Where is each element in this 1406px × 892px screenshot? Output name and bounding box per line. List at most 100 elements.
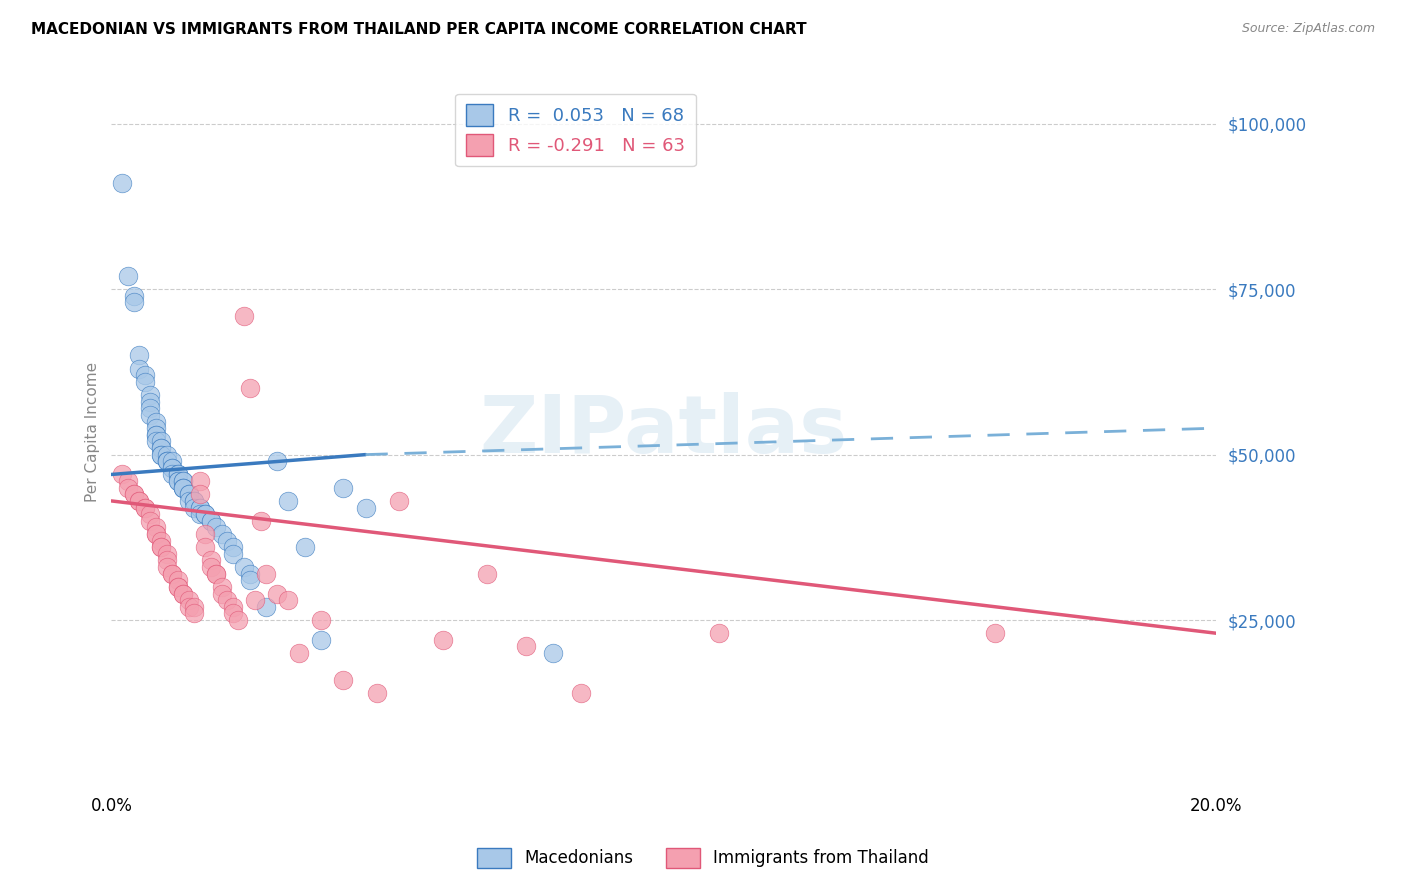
Point — [150, 533, 173, 548]
Point — [156, 454, 179, 468]
Point — [134, 500, 156, 515]
Point — [117, 268, 139, 283]
Point — [156, 448, 179, 462]
Point — [160, 467, 183, 482]
Point — [222, 547, 245, 561]
Point — [311, 632, 333, 647]
Point — [194, 540, 217, 554]
Point — [160, 566, 183, 581]
Point — [194, 507, 217, 521]
Legend: Macedonians, Immigrants from Thailand: Macedonians, Immigrants from Thailand — [471, 841, 935, 875]
Point — [128, 494, 150, 508]
Point — [254, 599, 277, 614]
Point — [172, 586, 194, 600]
Point — [432, 632, 454, 647]
Point — [134, 368, 156, 383]
Point — [160, 566, 183, 581]
Point — [111, 177, 134, 191]
Point — [222, 540, 245, 554]
Y-axis label: Per Capita Income: Per Capita Income — [86, 361, 100, 501]
Point — [122, 487, 145, 501]
Point — [139, 408, 162, 422]
Point — [150, 448, 173, 462]
Point — [228, 613, 250, 627]
Point — [128, 361, 150, 376]
Point — [277, 494, 299, 508]
Point — [188, 507, 211, 521]
Point — [172, 481, 194, 495]
Point — [134, 500, 156, 515]
Point — [183, 607, 205, 621]
Point — [515, 640, 537, 654]
Point — [177, 487, 200, 501]
Point — [145, 427, 167, 442]
Point — [145, 520, 167, 534]
Point — [172, 481, 194, 495]
Point — [160, 454, 183, 468]
Point — [707, 626, 730, 640]
Point — [388, 494, 411, 508]
Point — [122, 295, 145, 310]
Point — [188, 474, 211, 488]
Point — [166, 467, 188, 482]
Point — [134, 375, 156, 389]
Point — [217, 593, 239, 607]
Point — [211, 580, 233, 594]
Point — [200, 514, 222, 528]
Point — [166, 574, 188, 588]
Point — [172, 474, 194, 488]
Point — [238, 381, 260, 395]
Point — [145, 434, 167, 449]
Point — [160, 460, 183, 475]
Point — [205, 566, 228, 581]
Point — [111, 467, 134, 482]
Point — [211, 527, 233, 541]
Point — [156, 547, 179, 561]
Point — [288, 646, 311, 660]
Point — [188, 500, 211, 515]
Point — [150, 540, 173, 554]
Point — [984, 626, 1007, 640]
Point — [150, 434, 173, 449]
Point — [569, 686, 592, 700]
Point — [217, 533, 239, 548]
Point — [139, 514, 162, 528]
Point — [145, 427, 167, 442]
Point — [177, 599, 200, 614]
Point — [156, 553, 179, 567]
Point — [139, 394, 162, 409]
Point — [294, 540, 316, 554]
Point — [145, 421, 167, 435]
Point — [139, 507, 162, 521]
Point — [122, 487, 145, 501]
Point — [205, 520, 228, 534]
Point — [194, 527, 217, 541]
Point — [166, 467, 188, 482]
Point — [183, 494, 205, 508]
Point — [222, 607, 245, 621]
Point — [188, 487, 211, 501]
Point — [366, 686, 388, 700]
Point — [233, 309, 256, 323]
Point — [150, 540, 173, 554]
Point — [122, 289, 145, 303]
Point — [354, 500, 377, 515]
Point — [266, 454, 288, 468]
Point — [160, 460, 183, 475]
Point — [128, 348, 150, 362]
Point — [233, 560, 256, 574]
Text: ZIPatlas: ZIPatlas — [479, 392, 848, 470]
Point — [150, 448, 173, 462]
Point — [243, 593, 266, 607]
Point — [172, 586, 194, 600]
Point — [156, 560, 179, 574]
Text: MACEDONIAN VS IMMIGRANTS FROM THAILAND PER CAPITA INCOME CORRELATION CHART: MACEDONIAN VS IMMIGRANTS FROM THAILAND P… — [31, 22, 807, 37]
Point — [145, 527, 167, 541]
Point — [177, 487, 200, 501]
Point — [150, 441, 173, 455]
Point — [139, 388, 162, 402]
Point — [177, 593, 200, 607]
Point — [145, 527, 167, 541]
Point — [166, 580, 188, 594]
Point — [166, 474, 188, 488]
